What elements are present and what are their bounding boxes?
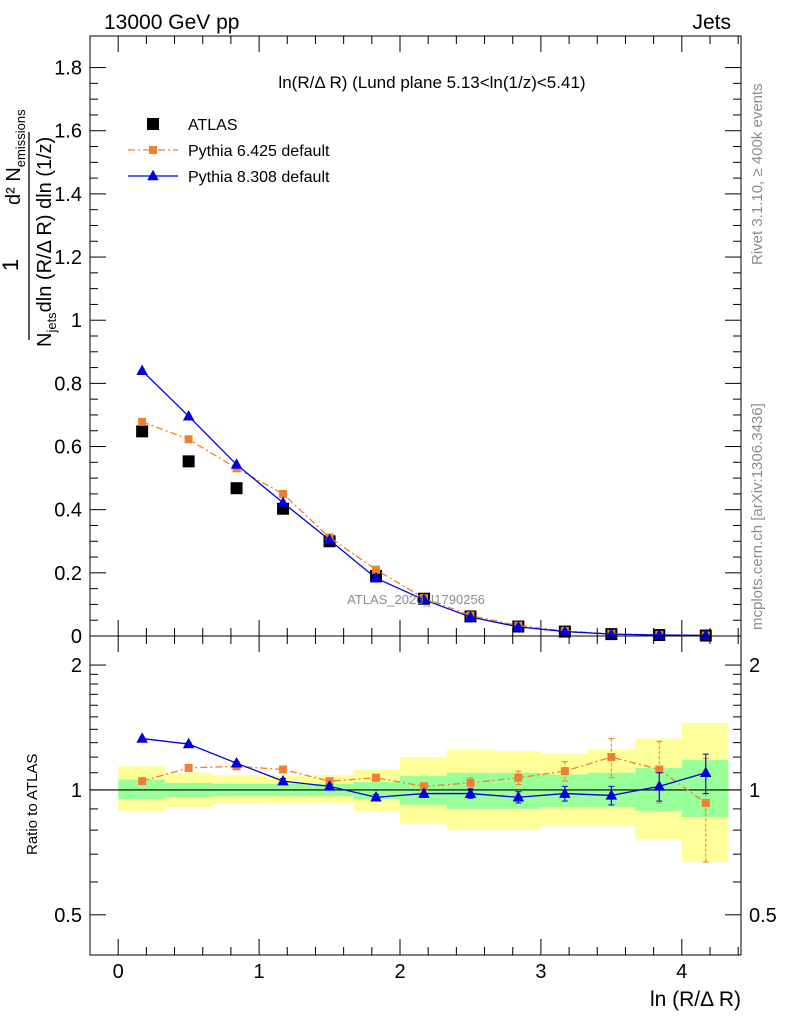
- collision-label: 13000 GeV pp: [104, 11, 239, 34]
- ylabel-one: 1: [0, 259, 23, 271]
- legend-marker-pythia-8-308-default: [147, 169, 159, 181]
- upper-panel: 0 0.2 0.4 0.6 0.8 1 1.2 1.4 1.6 1.8 ln(R/Δ R) (Lu…: [54, 35, 742, 648]
- lower-y-axis-label: Ratio to ATLAS: [24, 754, 41, 855]
- lower-axis-ticks: 0 1 2 3 4 0.5 0.5 1 1 2 2: [54, 636, 777, 983]
- ratio-point-pythia-8-308-default: [230, 756, 243, 768]
- ratio-point-pythia-6-425-default: [279, 765, 288, 774]
- analysis-category-label: Jets: [692, 11, 731, 34]
- ratio-point-pythia-8-308-default: [323, 780, 336, 791]
- legend: ATLAS Pythia 6.425 default Pythia 8.308 de…: [128, 117, 330, 186]
- upper-point-pythia-8-308-default: [464, 610, 477, 622]
- ylabel-jets-subscript: jets: [44, 312, 59, 334]
- x-tick-label: 2: [394, 961, 405, 983]
- mcplots-reference-label: mcplots.cern.ch [arXiv:1306.3436]: [749, 403, 766, 630]
- upper-point-atlas: [182, 455, 195, 468]
- upper-point-pythia-8-308-default: [700, 629, 712, 640]
- x-tick-label: 4: [676, 961, 687, 983]
- upper-y-tick-label: 0.2: [54, 563, 82, 585]
- upper-point-pythia-6-425-default: [138, 417, 147, 426]
- ylabel-n-jets: N: [34, 333, 56, 347]
- legend-label-pythia-8-308-default: Pythia 8.308 default: [188, 169, 330, 186]
- upper-point-pythia-6-425-default: [279, 489, 288, 498]
- lower-y-tick-label: 0.5: [54, 905, 82, 927]
- upper-point-atlas: [136, 425, 149, 438]
- x-axis-label: ln (R/Δ R): [650, 988, 741, 1011]
- x-tick-label: 1: [254, 961, 265, 983]
- ratio-point-pythia-8-308-default: [653, 780, 666, 791]
- upper-point-pythia-8-308-default: [136, 364, 148, 375]
- upper-point-pythia-8-308-default: [277, 496, 289, 507]
- lower-y-tick-label-right: 1: [749, 780, 760, 802]
- upper-axis-ticks: 0 0.2 0.4 0.6 0.8 1 1.2 1.4 1.6 1.8: [54, 36, 741, 648]
- ratio-point-pythia-6-425-default: [138, 777, 147, 786]
- ratio-point-pythia-6-425-default: [184, 763, 193, 772]
- ylabel-d2n: d² N: [3, 167, 25, 205]
- upper-point-pythia-6-425-default: [372, 565, 381, 574]
- ratio-point-pythia-8-308-default: [277, 774, 289, 786]
- ylabel-dln: dln (R/Δ R) dln (1/z): [34, 137, 56, 313]
- upper-y-tick-label: 0: [71, 626, 82, 648]
- upper-point-pythia-8-308-default: [182, 409, 195, 421]
- legend-marker-pythia-6-425-default: [149, 146, 157, 154]
- lower-y-tick-label-right: 2: [749, 655, 760, 677]
- upper-y-tick-label: 1.2: [54, 247, 82, 269]
- ratio-point-pythia-8-308-default: [370, 791, 382, 802]
- upper-point-pythia-8-308-default: [418, 593, 430, 604]
- lower-y-tick-label: 2: [71, 655, 82, 677]
- lower-y-tick-label: 1: [71, 780, 82, 802]
- analysis-watermark: ATLAS_2020_I1790256: [347, 592, 485, 607]
- lower-series: [136, 732, 712, 863]
- legend-label-atlas: ATLAS: [188, 117, 238, 134]
- ratio-point-pythia-8-308-default: [418, 787, 430, 798]
- ratio-point-pythia-6-425-default: [514, 773, 523, 782]
- upper-point-pythia-8-308-default: [230, 458, 243, 469]
- upper-point-pythia-8-308-default: [653, 628, 666, 640]
- ratio-point-pythia-6-425-default: [419, 782, 428, 791]
- upper-point-atlas: [230, 482, 243, 495]
- ratio-point-pythia-8-308-default: [182, 737, 195, 749]
- x-tick-label: 3: [535, 961, 546, 983]
- upper-series: [136, 364, 712, 642]
- lower-panel: 0 1 2 3 4 0.5 0.5 1 1 2 2: [54, 635, 777, 983]
- upper-y-tick-label: 1: [71, 310, 82, 332]
- upper-y-tick-label: 1.4: [54, 184, 82, 206]
- upper-point-pythia-6-425-default: [184, 435, 193, 444]
- lower-frame: [89, 635, 742, 956]
- upper-y-tick-label: 1.6: [54, 121, 82, 143]
- upper-point-pythia-8-308-default: [559, 625, 571, 636]
- upper-plot-title: ln(R/Δ R) (Lund plane 5.13<ln(1/z)<5.41): [278, 73, 585, 92]
- ratio-point-pythia-8-308-default: [700, 766, 712, 778]
- ratio-point-pythia-8-308-default: [559, 787, 571, 798]
- x-tick-label: 0: [113, 961, 124, 983]
- ylabel-numerator: d² Nemissions: [3, 109, 28, 205]
- upper-y-tick-label: 0.8: [54, 373, 82, 395]
- ratio-point-pythia-8-308-default: [136, 732, 148, 743]
- upper-point-pythia-8-308-default: [323, 533, 336, 545]
- ratio-point-pythia-6-425-default: [655, 765, 664, 774]
- upper-y-tick-label: 0.4: [54, 500, 82, 522]
- stat-band-inner: [118, 779, 165, 800]
- ratio-point-pythia-6-425-default: [466, 778, 475, 787]
- ratio-point-pythia-6-425-default: [372, 773, 381, 782]
- ratio-point-pythia-8-308-default: [512, 791, 525, 802]
- upper-point-atlas: [277, 502, 290, 515]
- ylabel-denominator: Njetsdln (R/Δ R) dln (1/z): [34, 137, 59, 347]
- legend-label-pythia-6-425-default: Pythia 6.425 default: [188, 143, 330, 160]
- ratio-point-pythia-8-308-default: [605, 789, 618, 800]
- ratio-point-pythia-6-425-default: [701, 799, 710, 808]
- rivet-version-label: Rivet 3.1.10, ≥ 400k events: [749, 83, 766, 265]
- lower-y-tick-label-right: 0.5: [749, 905, 777, 927]
- upper-y-tick-label: 1.8: [54, 58, 82, 80]
- upper-y-axis-label: 1 Njetsdln (R/Δ R) dln (1/z) d² Nemissio…: [0, 109, 59, 347]
- upper-point-pythia-8-308-default: [370, 571, 382, 583]
- legend-marker-atlas: [147, 118, 159, 130]
- upper-y-tick-label: 0.6: [54, 437, 82, 459]
- ylabel-emissions-subscript: emissions: [13, 109, 28, 167]
- ratio-point-pythia-6-425-default: [560, 767, 569, 776]
- ratio-point-pythia-6-425-default: [607, 753, 616, 762]
- upper-point-pythia-8-308-default: [512, 620, 525, 632]
- ratio-point-pythia-8-308-default: [464, 787, 477, 798]
